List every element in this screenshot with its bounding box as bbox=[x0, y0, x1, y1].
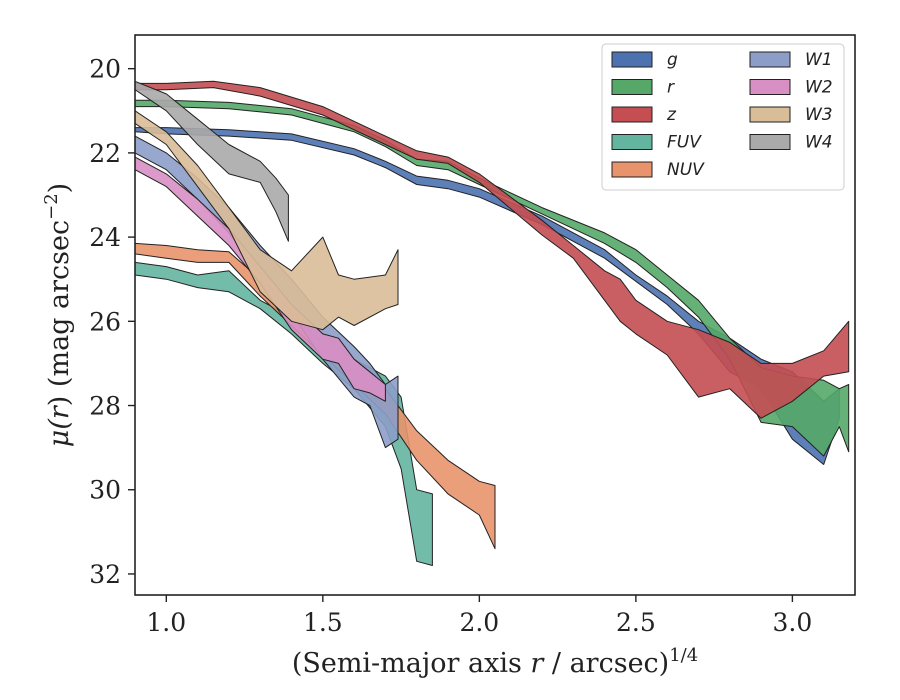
legend-swatch-fuv bbox=[611, 134, 653, 150]
y-tick-label: 32 bbox=[89, 560, 121, 589]
legend: grz FUV NUV W1 W2 W3 W4 bbox=[601, 43, 845, 191]
series-layer bbox=[135, 80, 850, 566]
x-tick-label: 3.0 bbox=[773, 608, 813, 637]
y-tick-label: 20 bbox=[89, 55, 121, 84]
x-tick-label: 2.0 bbox=[459, 608, 499, 637]
y-tick-label: 22 bbox=[89, 139, 121, 168]
legend-swatch-nuv bbox=[611, 161, 653, 178]
legend-swatch-w1 bbox=[749, 51, 791, 68]
legend-label-w2: W2 bbox=[805, 78, 833, 98]
legend-label-fuv: FUV bbox=[667, 133, 702, 153]
series-band-w3 bbox=[135, 110, 399, 331]
series-band-w4 bbox=[135, 80, 289, 242]
x-axis-label: (Semi-major axis r / arcsec)1/4 bbox=[292, 645, 698, 679]
legend-label-w1: W1 bbox=[805, 50, 833, 70]
legend-label-nuv: NUV bbox=[667, 160, 705, 180]
legend-swatch-w2 bbox=[749, 79, 791, 95]
legend-swatch-z bbox=[611, 106, 653, 123]
y-tick-label: 24 bbox=[89, 223, 121, 252]
legend-swatch-w3 bbox=[749, 106, 791, 123]
y-axis-ticks: 20 22 24 26 28 30 32 bbox=[89, 55, 135, 589]
y-tick-label: 26 bbox=[89, 307, 121, 336]
y-axis-label: μ(r) (mag arcsec−2) bbox=[41, 183, 75, 447]
y-tick-label: 28 bbox=[89, 392, 121, 421]
legend-label-w4: W4 bbox=[805, 133, 833, 153]
legend-label-w3: W3 bbox=[805, 105, 833, 125]
plot-frame bbox=[134, 34, 856, 596]
x-tick-label: 1.0 bbox=[146, 608, 186, 637]
x-tick-label: 1.5 bbox=[303, 608, 343, 637]
legend-label-r: r bbox=[667, 78, 675, 98]
legend-label-g: g bbox=[667, 50, 678, 70]
x-axis-ticks: 1.0 1.5 2.0 2.5 3.0 bbox=[146, 595, 812, 637]
legend-swatch-w4 bbox=[749, 134, 791, 150]
x-tick-label: 2.5 bbox=[616, 608, 656, 637]
y-tick-label: 30 bbox=[89, 476, 121, 505]
legend-swatch-r bbox=[611, 79, 653, 95]
legend-label-z: z bbox=[666, 105, 677, 125]
series-band-z bbox=[135, 80, 850, 419]
series-band-fuv bbox=[135, 261, 433, 566]
legend-swatch-g bbox=[611, 51, 653, 68]
